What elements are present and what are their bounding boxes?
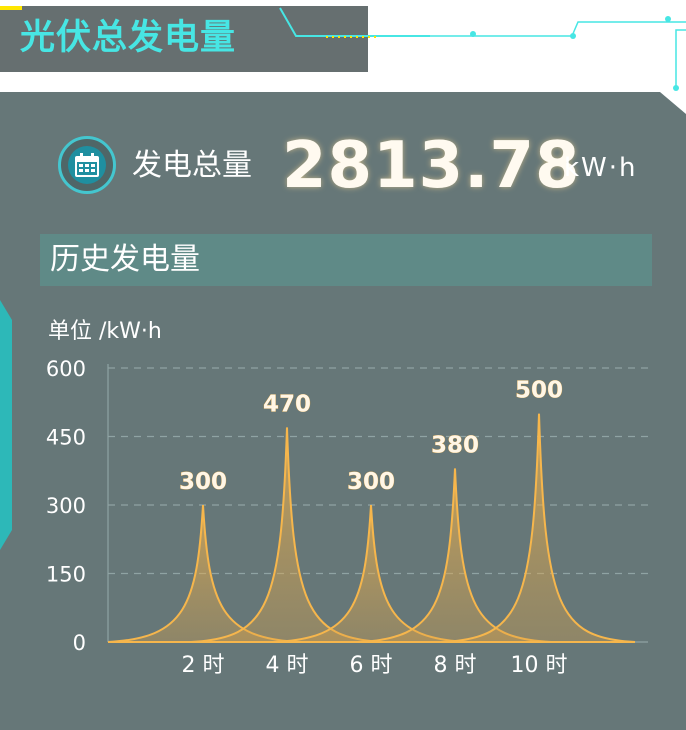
- side-accent: [0, 300, 12, 550]
- section-title: 历史发电量: [50, 242, 200, 277]
- title-accent: [0, 6, 22, 10]
- data-labels: 300 470 300 380 500: [179, 377, 564, 495]
- y-tick-label: 150: [46, 563, 86, 587]
- data-label: 470: [263, 391, 311, 417]
- x-tick-label: 4 时: [266, 653, 309, 678]
- data-label: 300: [347, 469, 395, 495]
- page-title: 光伏总发电量: [20, 18, 237, 58]
- y-tick-label: 450: [46, 426, 86, 450]
- x-ticks: 2 时 4 时 6 时 8 时 10 时: [182, 653, 568, 678]
- x-tick-label: 2 时: [182, 653, 225, 678]
- section-header: 历史发电量: [40, 234, 652, 286]
- total-label: 发电总量: [132, 148, 252, 183]
- peak-area: [442, 413, 636, 643]
- y-axis-label: 单位 /kW·h: [48, 319, 162, 344]
- y-tick-label: 0: [73, 631, 86, 655]
- x-tick-label: 8 时: [434, 653, 477, 678]
- total-value: 2813.78: [282, 129, 581, 203]
- calendar-icon: [58, 136, 116, 194]
- x-tick-label: 10 时: [511, 653, 568, 678]
- data-label: 380: [431, 432, 479, 458]
- title-tab: 光伏总发电量: [0, 6, 368, 72]
- series-peaks: [107, 413, 636, 643]
- y-ticks: 0 150 300 450 600: [46, 357, 86, 655]
- y-tick-label: 600: [46, 357, 86, 381]
- data-label: 300: [179, 469, 227, 495]
- total-unit: kW·h: [564, 153, 638, 183]
- x-tick-label: 6 时: [350, 653, 393, 678]
- data-label: 500: [515, 378, 563, 404]
- y-tick-label: 300: [46, 494, 86, 518]
